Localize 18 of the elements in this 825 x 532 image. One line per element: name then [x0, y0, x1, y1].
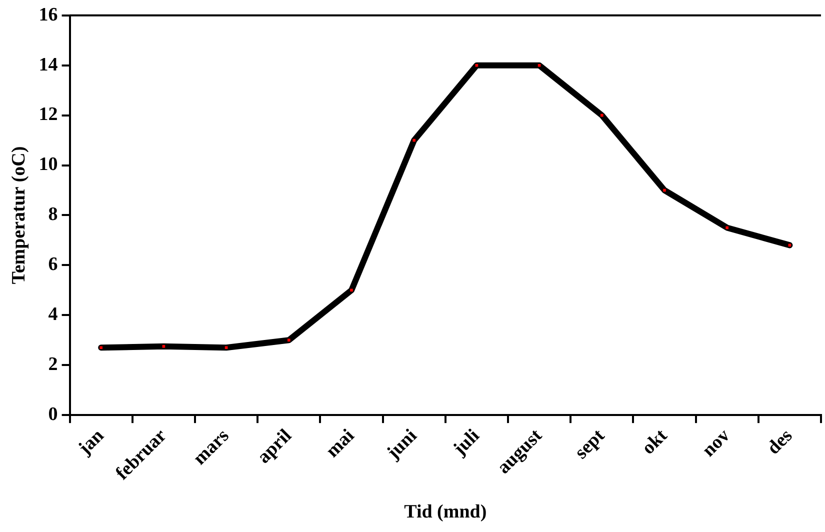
- y-tick-label: 0: [48, 404, 58, 425]
- y-tick-label: 2: [48, 354, 58, 376]
- y-tick-label: 16: [38, 4, 58, 26]
- y-tick-label: 4: [48, 304, 58, 326]
- y-tick-label: 10: [38, 154, 58, 176]
- x-tick-label: des: [763, 425, 797, 459]
- x-tick-label: okt: [638, 424, 672, 459]
- y-tick-label: 12: [38, 104, 58, 126]
- y-tick-label: 8: [48, 204, 58, 226]
- x-tick-label: sept: [570, 424, 610, 464]
- x-tick-label: jan: [74, 424, 108, 460]
- x-tick-label: mai: [322, 425, 359, 462]
- y-tick-label: 6: [48, 254, 58, 276]
- x-tick-label: juli: [448, 425, 484, 460]
- x-tick-label: nov: [698, 424, 734, 462]
- y-axis-title: Temperatur (oC): [8, 146, 30, 284]
- y-tick-label: 14: [38, 54, 58, 76]
- x-axis-title: Tid (mnd): [404, 502, 487, 523]
